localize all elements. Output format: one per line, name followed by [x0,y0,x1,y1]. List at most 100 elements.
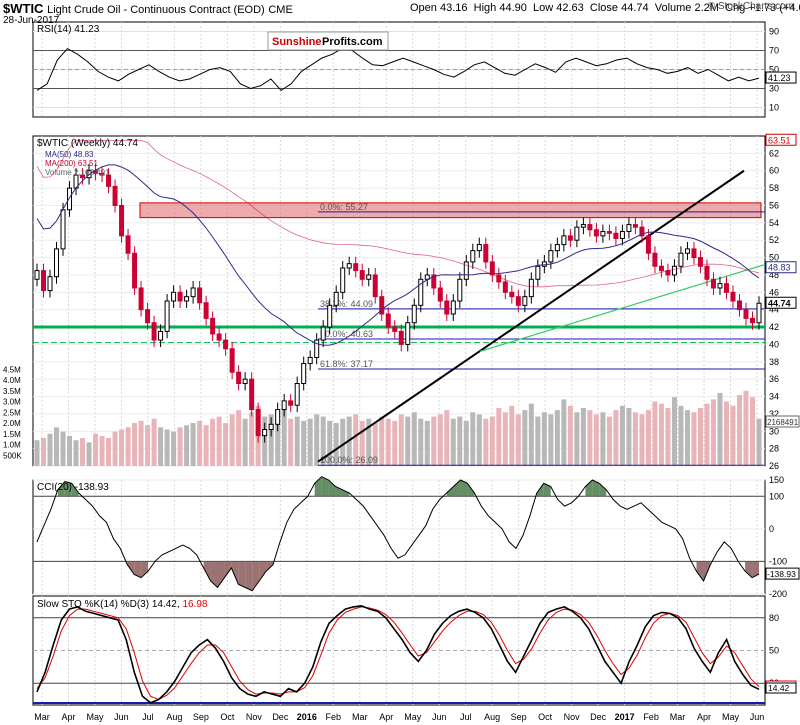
price-candle [132,252,138,289]
price-tick-label: 56 [769,200,779,210]
price-candle [561,235,567,246]
volume-bar [756,418,762,466]
volume-tick-label: 1.0M [3,441,21,450]
volume-bar [515,414,521,466]
stoch-tick-label: 80 [769,613,779,623]
volume-bar [736,395,742,466]
chart-title: $WTIC Light Crude Oil - Continuous Contr… [3,1,293,16]
volume-bar [268,414,274,466]
stoch-d-line [36,606,760,701]
price-candle [288,400,294,406]
volume-bar [223,423,229,466]
volume-bar [392,420,398,466]
x-tick-label: 2016 [297,712,317,722]
price-candle [697,257,703,267]
price-candle [197,287,203,304]
volume-bar [229,414,235,466]
chg-label: Chg [725,2,746,14]
cci-overbought-area [321,476,329,497]
volume-bar [203,425,209,466]
rsi-tick-label: 90 [769,27,779,37]
price-candle [450,300,456,315]
volume-bar [151,418,157,466]
x-tick-label: Jun [114,712,129,722]
price-legend-ma50: MA(50) 48.83 [45,150,94,159]
price-tick-label: 46 [769,287,779,297]
cci-overbought-area [57,481,65,497]
volume-bar [574,412,580,466]
low-value: 42.63 [556,2,584,14]
volume-bar [314,414,320,466]
price-tick-label: 42 [769,322,779,332]
low-label: Low [532,2,554,14]
volume-bar [93,433,99,466]
price-candle [34,270,40,280]
volume-bar [216,416,222,466]
volume-bar [405,416,411,466]
x-tick-label: Jul [460,712,472,722]
price-candle [60,209,66,250]
volume-bar [398,414,404,466]
volume-label: Volume [654,2,692,14]
volume-bar [723,401,729,466]
price-candle [470,250,476,263]
price-tick-label: 52 [769,235,779,245]
volume-bar [606,416,612,466]
volume-bar [496,407,502,466]
stoch-last-badge [765,682,797,694]
price-candle [554,244,560,252]
volume-bar [665,407,671,466]
volume-bar [359,420,365,466]
price-tick-label: 62 [769,148,779,158]
volume-bar [164,429,170,466]
price-candle [112,185,118,206]
cci-oversold-area [752,561,759,578]
cci-oversold-area [217,561,225,588]
x-tick-label: May [722,712,740,722]
price-candle [548,250,554,263]
ma50-line [36,164,760,346]
price-tick-label: 40 [769,339,779,349]
price-candle [385,313,391,328]
price-candle [704,265,710,280]
volume-bar [275,410,281,466]
cci-legend: CCI(20) -138.93 [37,482,109,493]
price-candle [535,265,541,280]
chg-value: +1.73 (+4.02%) [748,2,800,14]
cci-oversold-area [224,561,232,578]
cci-last-badge [765,567,800,580]
fib-label: 0.0%: 55.27 [320,202,368,212]
price-last-badge [765,296,797,309]
x-tick-label: Sep [193,712,209,722]
price-candle [567,235,573,241]
volume-bar [411,412,417,466]
volume-bar [190,423,196,466]
volume-bar [320,416,326,466]
price-candle [236,371,242,385]
x-tick-label: Aug [166,712,182,722]
price-candle [229,348,235,373]
volume-tick-label: 3.0M [3,398,21,407]
price-candle [307,356,313,365]
volume-bar [249,412,255,466]
price-candle [489,261,495,276]
volume-bar [678,405,684,466]
rsi-line [36,47,760,92]
x-tick-label: Feb [326,712,342,722]
price-candle [463,261,469,280]
price-candle [301,363,307,384]
volume-bar [697,407,703,466]
volume-bar [476,414,482,466]
volume-bar [613,410,619,466]
price-tick-label: 36 [769,374,779,384]
cci-tick-label: -100 [769,556,787,566]
cci-overbought-area [585,480,593,497]
price-candle [314,339,320,358]
volume-bar [236,410,242,466]
volume-bar [54,427,60,466]
price-candle [320,326,326,341]
watermark-text-1: Sunshine [272,36,322,48]
price-candle [749,317,755,324]
cci-oversold-area [745,561,753,578]
